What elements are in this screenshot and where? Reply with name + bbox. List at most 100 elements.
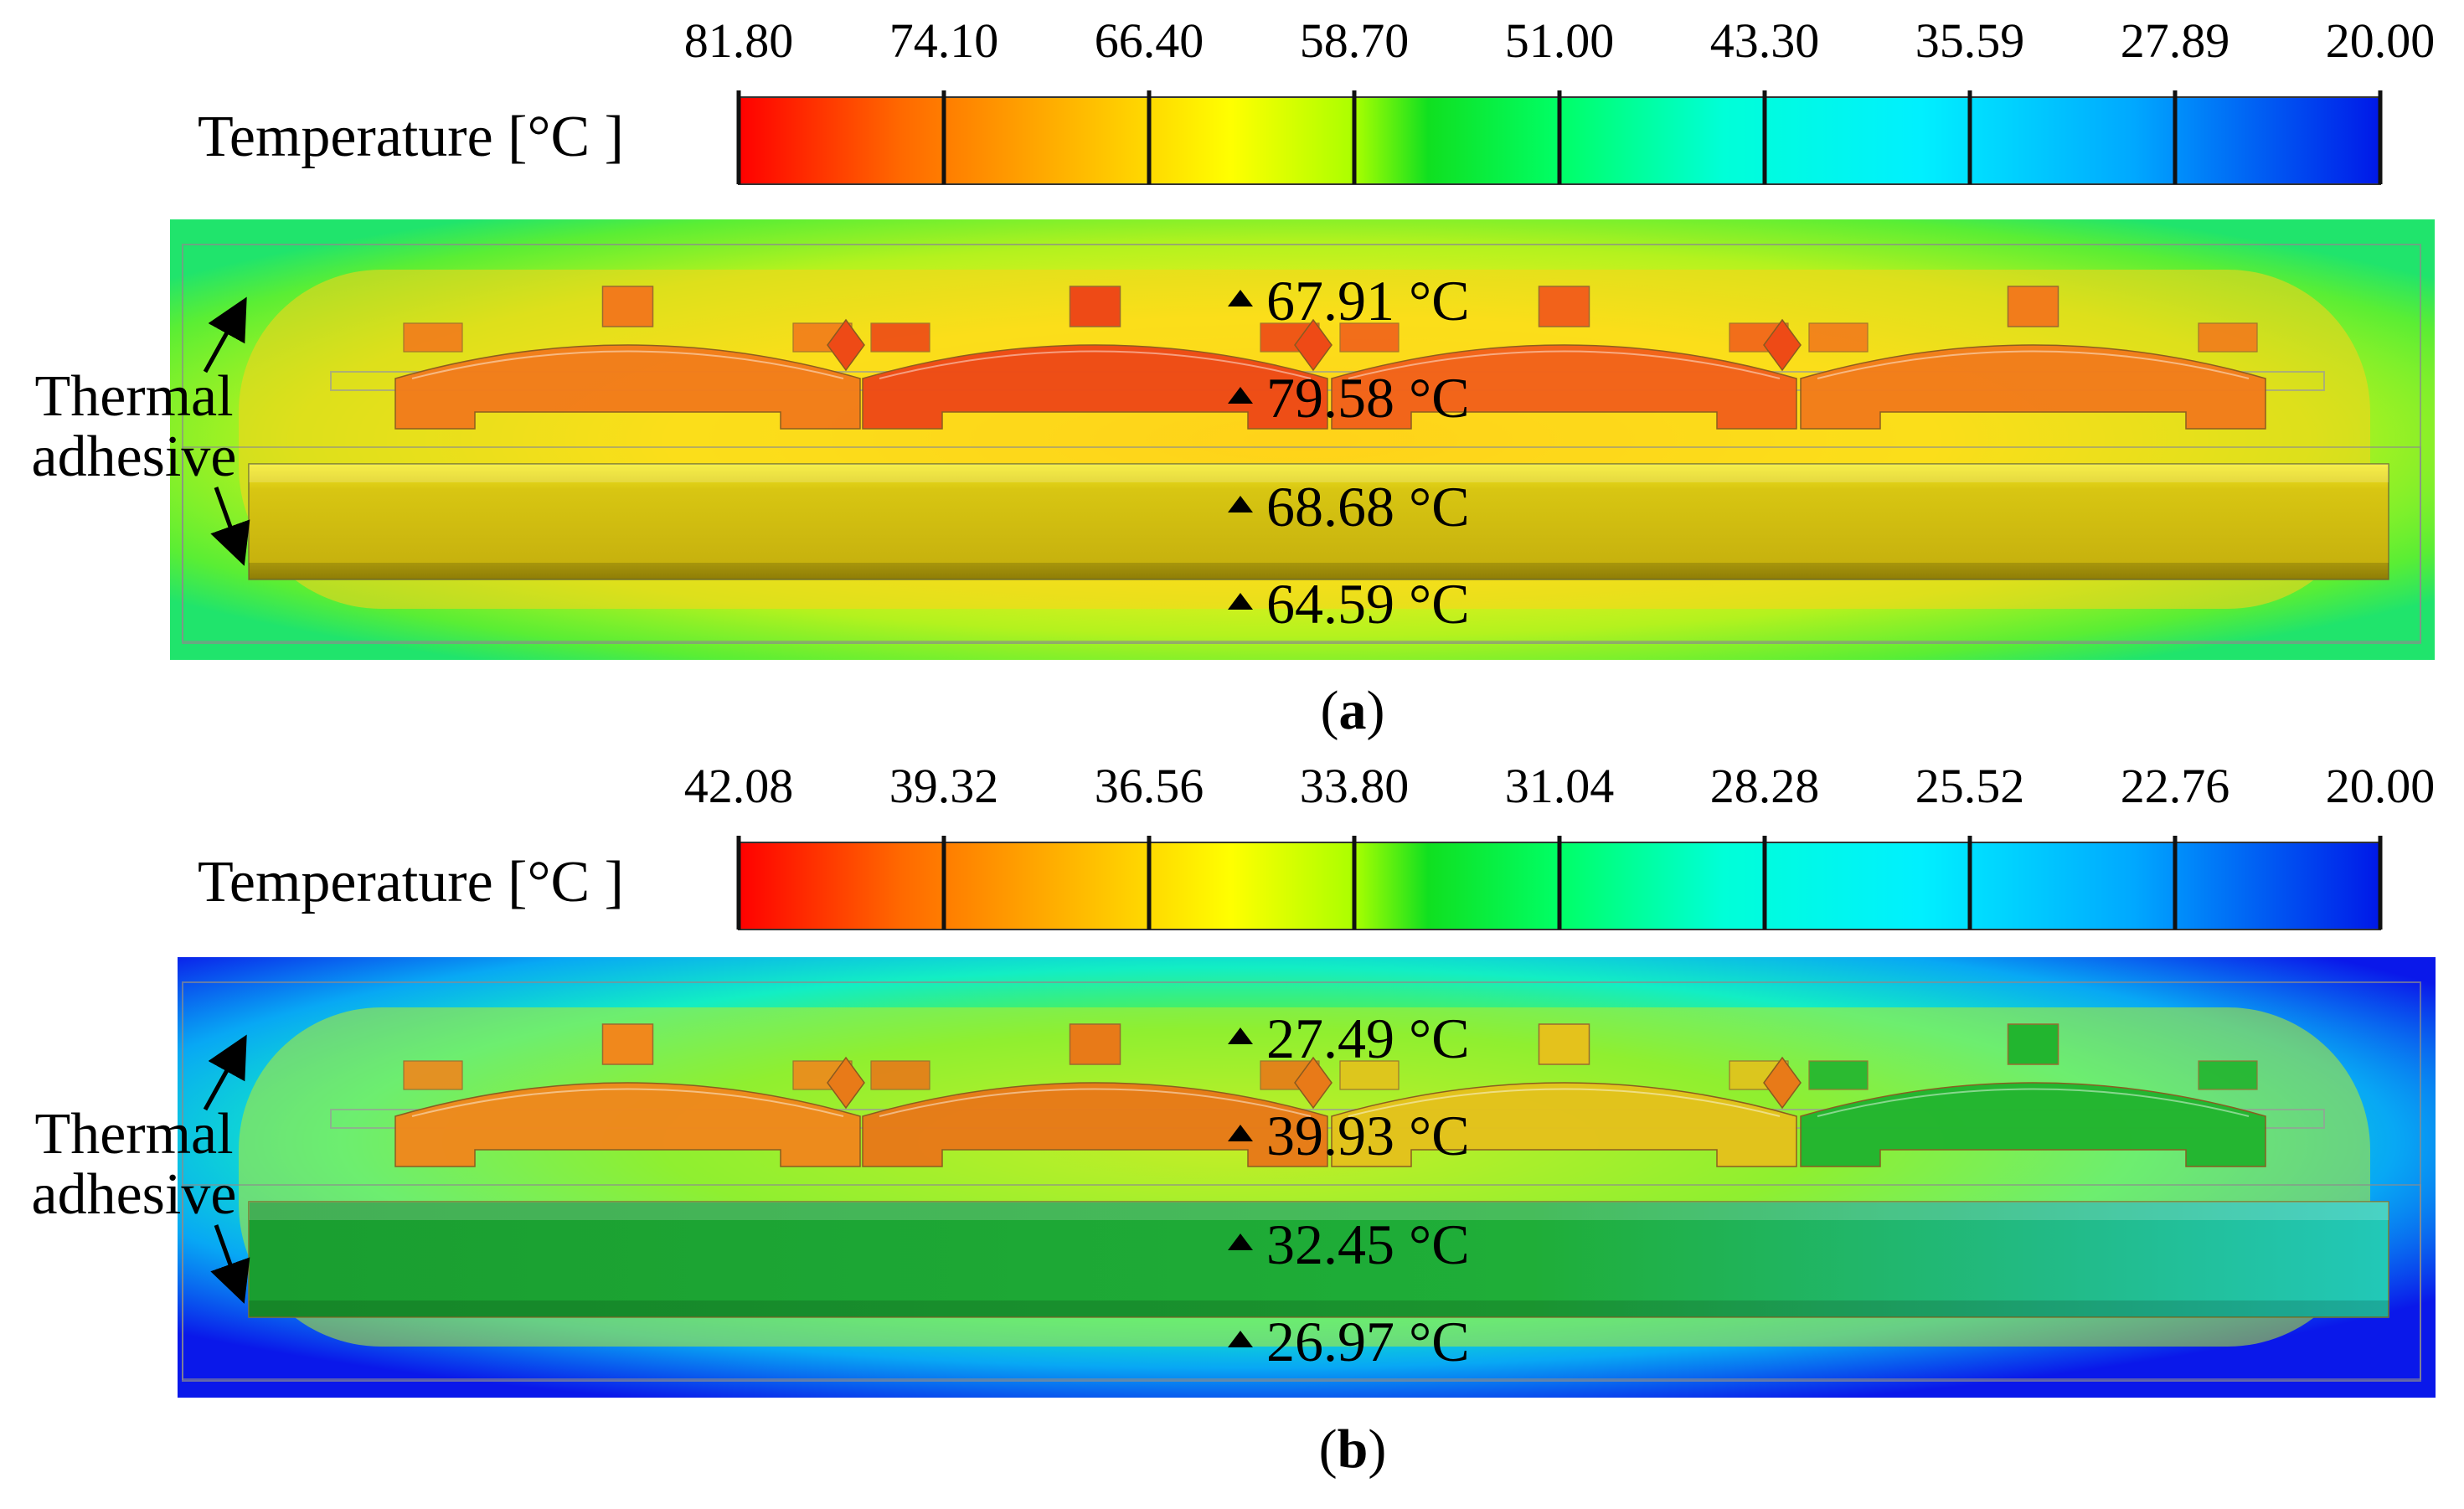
probe-marker: 27.49 °C [1228, 1007, 1470, 1070]
cell-connector [1763, 1056, 1802, 1110]
colorbar-tick-label: 66.40 [1095, 13, 1204, 68]
cell-body [1331, 344, 1797, 430]
probe-label: 26.97 °C [1266, 1310, 1470, 1373]
cell-connector [1294, 1056, 1333, 1110]
cell-highlight [1817, 1088, 2250, 1117]
probe-label: 64.59 °C [1266, 572, 1470, 636]
annotation-line1: Thermal [34, 1102, 233, 1167]
colorbar-tick-label: 39.32 [889, 759, 999, 813]
plate-bottom-face [249, 1300, 2389, 1317]
arrow-up [203, 1034, 247, 1111]
cell-connector [1763, 318, 1802, 372]
cell-highlight [879, 1088, 1312, 1117]
cell-tab [1339, 1060, 1400, 1090]
cell-connector [827, 1056, 865, 1110]
plate-bottom-face [249, 563, 2389, 579]
caption-close: ) [1367, 680, 1385, 741]
cell-highlight [1348, 350, 1781, 379]
probe-marker: 79.58 °C [1228, 366, 1470, 430]
cell-body [1800, 344, 2266, 430]
colorbar-tick-label: 31.04 [1505, 759, 1615, 813]
colorbar-tick-label: 58.70 [1300, 13, 1410, 68]
probe-label: 27.49 °C [1266, 1007, 1470, 1070]
battery-cell [394, 286, 861, 430]
heat-sink-plate [248, 1201, 2389, 1318]
cell-highlight [411, 350, 844, 379]
probe-marker: 68.68 °C [1228, 475, 1470, 538]
cell-terminal [601, 1023, 654, 1065]
colorbar-tick-label: 20.00 [2326, 13, 2436, 68]
probe-label: 79.58 °C [1266, 366, 1470, 430]
colorbar-tick-label: 43.30 [1710, 13, 1820, 68]
colorbar-legend: Temperature [°C ] 81.80 74.10 66.40 58.70 51.… [198, 13, 2436, 185]
cell-terminal [601, 286, 654, 327]
cell-terminal [1069, 1023, 1121, 1065]
cell-terminal [1538, 286, 1590, 327]
colorbar-tick-label: 22.76 [2121, 759, 2230, 813]
temperature-field: 67.91 °C 79.58 °C 68.68 °C 64.59 °C [170, 219, 2435, 660]
panel-caption: (a) [1321, 680, 1385, 741]
colorbar-tick-label: 33.80 [1300, 759, 1410, 813]
probe-label: 39.93 °C [1266, 1104, 1470, 1167]
colorbar-tick-label: 20.00 [2326, 759, 2436, 813]
panel-b: Temperature [°C ] 42.08 39.32 36.56 33.80 31.… [32, 759, 2436, 1480]
panel-caption: (b) [1319, 1419, 1387, 1480]
temperature-field: 27.49 °C 39.93 °C 32.45 °C 26.97 °C [178, 957, 2436, 1398]
heat-sink-plate [248, 463, 2389, 580]
colorbar-tick-label: 35.59 [1915, 13, 2025, 68]
plate-top-face [249, 464, 2389, 482]
cell-highlight [411, 1088, 844, 1117]
probe-marker: 64.59 °C [1228, 572, 1470, 636]
caption-letter: b [1338, 1419, 1369, 1480]
arrow-down [210, 487, 250, 566]
cell-body [394, 1082, 861, 1167]
colorbar-tick-label: 28.28 [1710, 759, 1820, 813]
probe-triangle [1228, 387, 1253, 404]
cell-body [1331, 1082, 1797, 1167]
cell-body [862, 1082, 1328, 1167]
cell-tab [1339, 322, 1400, 353]
probe-triangle [1228, 1331, 1253, 1347]
probe-label: 68.68 °C [1266, 475, 1470, 538]
probe-triangle [1228, 1125, 1253, 1141]
probe-marker: 67.91 °C [1228, 269, 1470, 332]
probe-label: 32.45 °C [1266, 1213, 1470, 1276]
legend-title: Temperature [°C ] [198, 850, 624, 914]
cell-highlight [879, 350, 1312, 379]
caption-open: ( [1319, 1419, 1338, 1480]
cell-tab [870, 1060, 930, 1090]
colorbar-tick-label: 42.08 [684, 759, 794, 813]
cell-body [394, 344, 861, 430]
lower-outline [182, 1184, 2421, 1380]
cell-terminal [1069, 286, 1121, 327]
cell-body [1800, 1082, 2266, 1167]
colorbar-legend: Temperature [°C ] 42.08 39.32 36.56 33.80 31.… [198, 759, 2435, 930]
annotation-line1: Thermal [34, 364, 233, 429]
colorbar-tick-label: 25.52 [1915, 759, 2025, 813]
cell-highlight [1817, 350, 2250, 379]
cell-body [862, 344, 1328, 430]
probe-triangle [1228, 1027, 1253, 1044]
cell-connector [1294, 318, 1333, 372]
colorbar-tick-label: 51.00 [1505, 13, 1615, 68]
annotation-line2: adhesive [32, 425, 237, 489]
battery-cell [1800, 1023, 2266, 1167]
plate-body [248, 1201, 2389, 1318]
cell-tab [1808, 1060, 1869, 1090]
battery-cell [1331, 286, 1797, 430]
battery-cell [1800, 286, 2266, 430]
enclosure-outline [182, 981, 2421, 1382]
cell-terminal [2007, 1023, 2059, 1065]
cell-tab [403, 1060, 463, 1090]
cell-tab [870, 322, 930, 353]
probe-triangle [1228, 496, 1253, 512]
legend-title: Temperature [°C ] [198, 105, 624, 169]
probe-marker: 32.45 °C [1228, 1213, 1470, 1276]
caption-open: ( [1321, 680, 1339, 741]
battery-cell [862, 286, 1328, 430]
colorbar-tick-label: 36.56 [1095, 759, 1204, 813]
caption-close: ) [1368, 1419, 1386, 1480]
